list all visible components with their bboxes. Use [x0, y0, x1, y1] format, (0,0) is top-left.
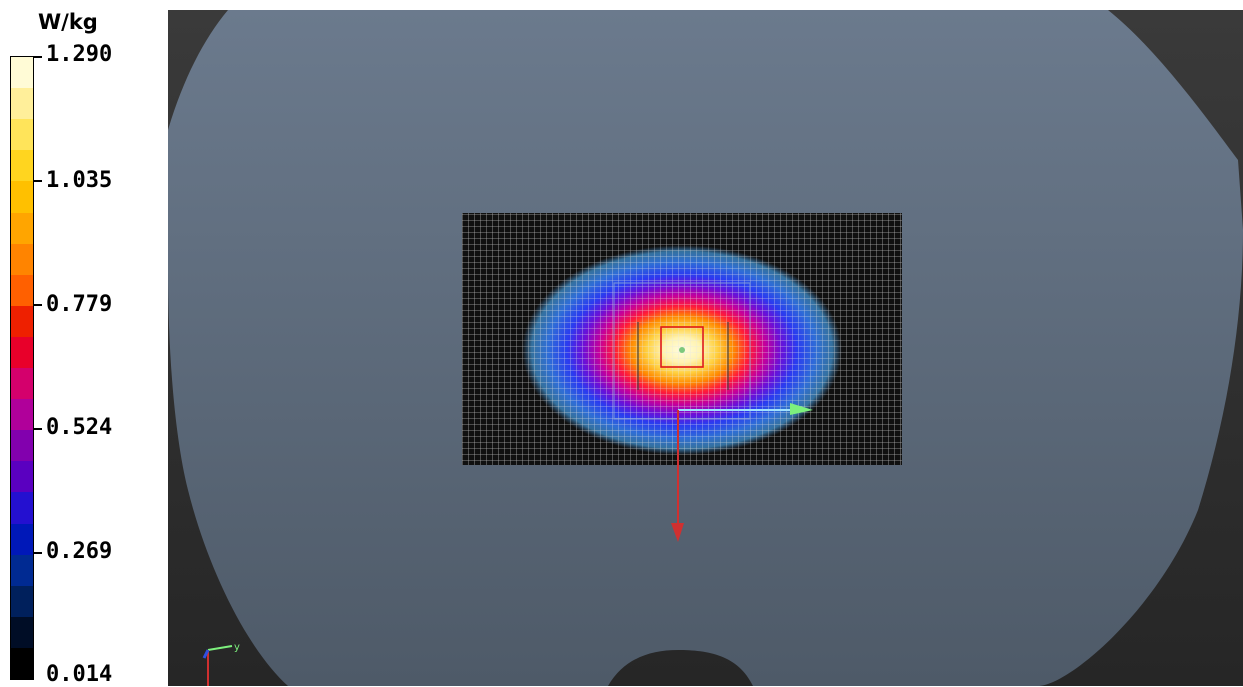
peak-marker-box	[660, 326, 704, 368]
triad-axis-y	[207, 645, 233, 651]
measurement-grid	[462, 213, 902, 465]
legend-tick-mark	[34, 428, 42, 430]
legend-tick-max: 1.290	[46, 42, 113, 67]
legend-tick-5: 0.269	[46, 539, 113, 564]
triad-label-y: y	[234, 642, 240, 653]
colorbar-segment	[11, 492, 33, 524]
colorbar-segment	[11, 88, 33, 120]
legend-tick-mark	[34, 180, 42, 182]
colorbar-segment	[11, 647, 33, 680]
colorbar-segment	[11, 274, 33, 307]
peak-point	[679, 347, 685, 353]
colorbar	[10, 56, 34, 680]
colorbar-segment	[11, 243, 33, 276]
colorbar-segment	[11, 461, 33, 493]
colorbar-segment	[11, 368, 33, 400]
colorbar-segment	[11, 150, 33, 182]
probe-arrow-x	[671, 523, 684, 542]
probe-arrow-y	[790, 403, 813, 415]
legend-tick-mark	[34, 552, 42, 554]
colorbar-segment	[11, 430, 33, 462]
axis-triad: y	[202, 642, 240, 686]
legend-tick-3: 0.779	[46, 292, 113, 317]
legend-tick-2: 1.035	[46, 168, 113, 193]
colorbar-segment	[11, 305, 33, 338]
colorbar-segment	[11, 399, 33, 431]
colorbar-segment	[11, 181, 33, 213]
legend-unit: W/kg	[38, 10, 98, 34]
triad-axis-z	[202, 649, 210, 659]
colorbar-segment	[11, 212, 33, 245]
color-legend: W/kg 1.290 1.035 0.779 0.524 0.269 0.014	[0, 0, 168, 686]
legend-tick-mark	[34, 56, 42, 58]
legend-tick-mark	[34, 304, 42, 306]
colorbar-segment	[11, 523, 33, 556]
colorbar-segment	[11, 554, 33, 587]
viewport-scene: y	[168, 10, 1243, 686]
colorbar-segment	[11, 336, 33, 369]
colorbar-segment	[11, 119, 33, 151]
3d-viewport[interactable]: y	[168, 10, 1243, 686]
colorbar-segment	[11, 616, 33, 649]
legend-tick-4: 0.524	[46, 415, 113, 440]
colorbar-segment	[11, 57, 33, 89]
colorbar-segment	[11, 585, 33, 618]
zoom-scan-outline	[613, 282, 751, 420]
legend-tick-min: 0.014	[46, 662, 113, 687]
